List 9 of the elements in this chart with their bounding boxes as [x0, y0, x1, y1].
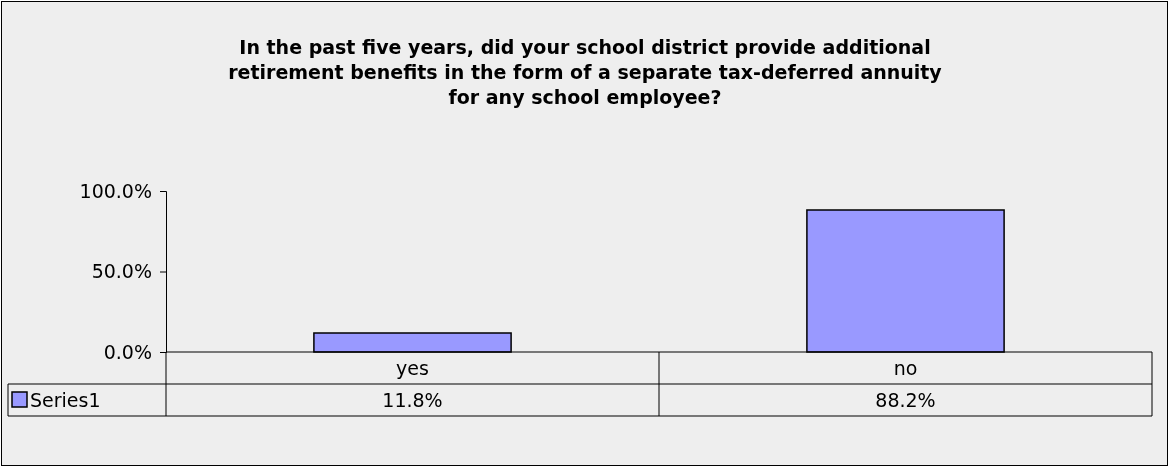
data-label: 11.8% — [382, 389, 443, 411]
chart-title: In the past five years, did your school district provide additional retirement benefits in the form of a separate tax-deferred annuity for any school employee? — [228, 36, 943, 108]
x-tick-label: no — [893, 357, 918, 379]
x-tick-label: yes — [396, 357, 429, 379]
legend-label: Series1 — [30, 389, 101, 411]
y-tick-label: 100.0% — [79, 179, 152, 202]
y-tick-label: 50.0% — [91, 260, 152, 283]
y-tick-label: 0.0% — [103, 340, 152, 363]
data-label: 88.2% — [875, 389, 936, 411]
